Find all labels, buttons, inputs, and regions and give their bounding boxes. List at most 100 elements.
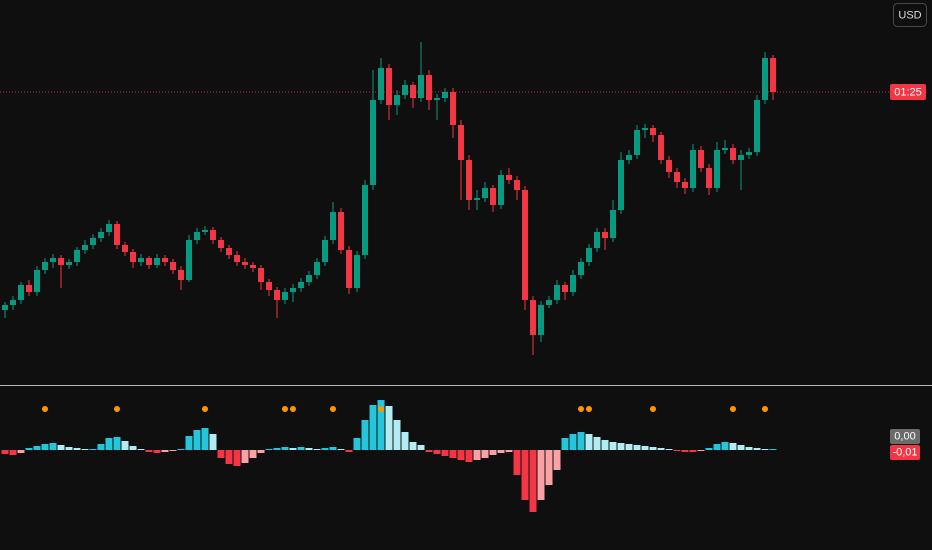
candle-body xyxy=(738,155,744,160)
oscillator-labels: 0,00 -0,01 xyxy=(890,429,920,460)
histogram-bar xyxy=(769,449,777,450)
signal-dot xyxy=(202,406,208,412)
candle-body xyxy=(346,250,352,288)
candle-body xyxy=(42,262,48,270)
last-price-box xyxy=(890,84,926,100)
histogram-bar xyxy=(33,446,41,450)
histogram-bar xyxy=(393,420,401,450)
candle-body xyxy=(546,300,552,305)
candle-body xyxy=(186,240,192,280)
candle-body xyxy=(58,258,64,265)
candle-body xyxy=(426,75,432,100)
histogram-bar xyxy=(593,437,601,450)
candle-body xyxy=(370,100,376,185)
candle-body xyxy=(154,258,160,265)
candle-body xyxy=(26,285,32,292)
candle-body xyxy=(770,58,776,92)
histogram-bar xyxy=(377,400,385,450)
histogram-bar xyxy=(673,450,681,451)
histogram-bar xyxy=(425,450,433,452)
candle-body xyxy=(714,150,720,188)
histogram-bar xyxy=(417,445,425,450)
histogram-bar xyxy=(513,450,521,475)
histogram-bar xyxy=(145,450,153,452)
candle-body xyxy=(194,232,200,240)
histogram-bar xyxy=(641,446,649,450)
histogram-bar xyxy=(209,434,217,450)
candle-body xyxy=(706,168,712,188)
histogram-bar xyxy=(529,450,537,512)
histogram-bar xyxy=(105,438,113,450)
histogram-bar xyxy=(161,450,169,452)
candle-body xyxy=(674,172,680,182)
candle-body xyxy=(466,160,472,200)
histogram-bar xyxy=(225,450,233,464)
histogram-bar xyxy=(457,450,465,460)
candle-body xyxy=(618,160,624,210)
candle-body xyxy=(322,240,328,262)
candle-body xyxy=(210,230,216,240)
signal-dot xyxy=(762,406,768,412)
currency-label[interactable]: USD xyxy=(898,9,921,21)
histogram-bar xyxy=(121,441,129,450)
candle-body xyxy=(434,98,440,100)
candle-body xyxy=(666,160,672,172)
candle-body xyxy=(610,210,616,238)
histogram-bar xyxy=(25,448,33,450)
candle-body xyxy=(66,262,72,265)
currency-button-box[interactable] xyxy=(893,3,927,27)
histogram-bar xyxy=(481,450,489,458)
histogram-bar xyxy=(369,405,377,450)
currency-button[interactable]: USD xyxy=(893,3,927,27)
candle-body xyxy=(34,270,40,292)
candle-body xyxy=(258,268,264,282)
histogram-bar xyxy=(97,444,105,450)
histogram-bar xyxy=(241,450,249,463)
histogram-bar xyxy=(657,448,665,450)
candle-body xyxy=(594,232,600,248)
signal-dot xyxy=(290,406,296,412)
histogram-bar xyxy=(609,442,617,450)
candle-body xyxy=(90,238,96,245)
histogram-bar xyxy=(273,448,281,450)
histogram-bar xyxy=(305,448,313,450)
candle-body xyxy=(458,125,464,160)
candle-body xyxy=(162,258,168,262)
candle-body xyxy=(442,92,448,98)
signal-dot xyxy=(586,406,592,412)
histogram-bar xyxy=(265,449,273,450)
candle-body xyxy=(74,250,80,262)
histogram-bar xyxy=(633,445,641,450)
candle-body xyxy=(722,148,728,150)
candle-body xyxy=(402,85,408,95)
histogram-bar xyxy=(497,450,505,453)
candle-body xyxy=(530,300,536,335)
candle-body xyxy=(602,232,608,238)
histogram-bar xyxy=(73,448,81,450)
candle-body xyxy=(690,150,696,188)
candle-body xyxy=(18,285,24,300)
histogram-bar xyxy=(625,444,633,450)
signal-dot xyxy=(282,406,288,412)
histogram-bar xyxy=(129,446,137,450)
candle-body xyxy=(378,68,384,100)
histogram-bar xyxy=(345,450,353,452)
candle-body xyxy=(578,262,584,275)
candle-body xyxy=(226,248,232,255)
signal-dot xyxy=(42,406,48,412)
histogram-bar xyxy=(321,448,329,450)
histogram-bar xyxy=(433,450,441,454)
histogram-bar xyxy=(313,449,321,450)
histogram-bar xyxy=(753,448,761,450)
candle-body xyxy=(698,150,704,168)
histogram-bar xyxy=(1,450,9,454)
candle-body xyxy=(754,100,760,152)
histogram-bar xyxy=(705,448,713,450)
candle-body xyxy=(482,188,488,198)
histogram-bar xyxy=(81,449,89,450)
candle-body xyxy=(730,148,736,160)
histogram-bar xyxy=(337,449,345,450)
candle-body xyxy=(106,224,112,232)
